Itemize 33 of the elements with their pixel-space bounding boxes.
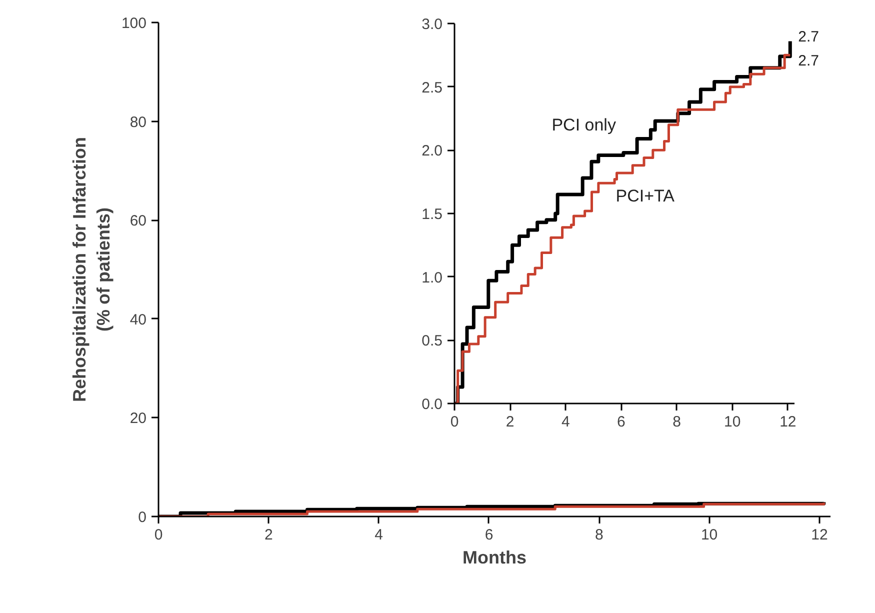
x-tick-label: 0 [154, 526, 163, 544]
x-tick-label: 8 [672, 414, 681, 430]
y-tick-label: 0 [138, 509, 146, 526]
series-label: PCI+TA [616, 186, 676, 206]
x-tick-label: 0 [450, 414, 459, 430]
y-tick-label: 20 [130, 410, 147, 428]
y-tick-label: 1.5 [422, 206, 443, 223]
y-tick-label: 40 [130, 311, 147, 328]
y-tick-label: 60 [130, 212, 147, 230]
annotation: 2.7 [798, 28, 820, 46]
x-tick-label: 12 [780, 414, 796, 430]
x-tick-label: 10 [700, 526, 718, 544]
x-tick-label: 4 [374, 526, 383, 544]
y-tick-label: 1.0 [422, 269, 443, 286]
x-tick-label: 6 [617, 414, 626, 430]
series-label: PCI only [552, 115, 616, 134]
x-axis-title: Months [462, 548, 526, 568]
annotation: 2.7 [798, 52, 820, 70]
x-tick-label: 10 [724, 414, 741, 430]
y-tick-label: 2.5 [422, 79, 443, 96]
y-tick-label: 3.0 [422, 16, 443, 33]
y-tick-label: 100 [121, 15, 147, 32]
x-tick-label: 2 [506, 414, 514, 430]
x-tick-label: 6 [484, 526, 494, 544]
x-tick-label: 12 [811, 526, 828, 544]
x-tick-label: 4 [561, 414, 570, 430]
y-tick-label: 2.0 [422, 142, 443, 160]
y-axis-title: Rehospitalization for Infarction (% of patients) [69, 136, 114, 402]
y-tick-label: 80 [130, 114, 147, 131]
y-tick-label: 0.0 [422, 396, 443, 413]
x-tick-label: 8 [594, 526, 604, 544]
y-tick-label: 0.5 [422, 332, 443, 350]
x-tick-label: 2 [264, 526, 273, 544]
